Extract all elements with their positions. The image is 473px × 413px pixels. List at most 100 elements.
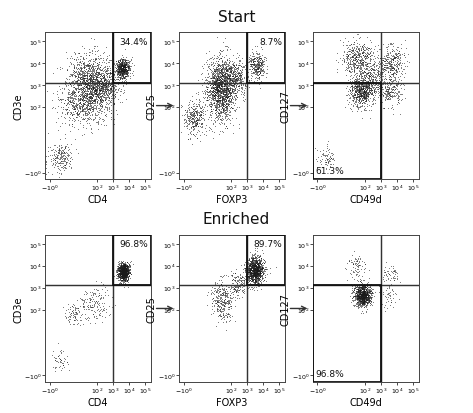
Point [104,73,111,80]
Point [185,109,193,116]
Point [229,86,237,93]
Point [61,106,69,113]
Point [51,142,59,149]
Point [213,103,221,110]
Point [110,96,117,102]
Point [393,95,401,102]
Point [119,57,127,63]
Point [200,90,207,97]
Point [70,96,77,103]
Point [220,89,228,96]
Point [215,82,222,88]
Point [254,266,262,273]
Point [364,44,371,51]
Point [215,82,222,89]
Point [343,260,351,266]
Point [226,292,234,299]
Point [352,290,359,297]
Point [246,260,254,266]
Point [70,57,78,63]
Point [95,82,103,88]
Point [255,268,263,275]
Point [360,301,368,308]
Point [362,95,369,102]
Point [220,306,228,313]
Point [251,266,258,272]
Point [364,294,372,301]
Point [216,51,224,58]
Point [57,145,65,152]
Point [102,81,110,88]
Point [83,95,90,102]
Point [358,292,366,298]
Point [221,78,228,85]
Point [231,76,238,83]
Point [222,69,229,75]
Point [233,286,241,293]
Point [356,100,364,107]
Point [212,86,220,93]
Point [223,78,231,85]
Point [122,262,129,268]
Point [254,280,262,287]
Point [90,97,97,104]
Point [96,84,103,91]
Point [96,72,104,78]
Point [356,63,363,69]
Point [122,265,130,271]
Point [102,71,109,78]
Point [359,289,366,295]
Point [123,274,131,281]
Point [69,122,76,128]
Point [247,278,255,284]
Point [123,274,131,280]
Point [220,71,228,78]
Point [318,151,325,158]
Point [234,69,241,75]
Point [214,74,221,80]
Point [246,260,254,267]
Point [350,66,358,73]
Point [70,90,78,97]
Point [121,269,128,276]
Point [237,281,245,288]
Point [357,79,365,86]
Point [370,59,377,65]
Point [225,81,233,88]
Point [121,271,128,277]
Point [365,290,372,297]
Point [84,63,91,70]
Point [123,263,131,269]
Point [351,72,359,78]
Point [354,64,361,71]
Point [97,87,105,93]
Point [355,287,363,294]
Point [393,47,401,54]
Point [120,271,127,278]
Point [356,92,363,98]
Point [349,87,356,94]
Point [359,297,367,304]
Point [223,95,230,101]
Point [229,96,237,103]
Point [211,97,219,103]
Point [216,75,224,81]
Point [55,144,63,150]
Point [250,269,257,276]
Point [52,355,60,361]
Point [367,294,374,301]
Point [346,64,354,71]
Point [116,271,124,278]
Point [120,270,128,276]
Point [115,267,123,273]
Point [221,62,228,69]
Point [219,301,227,307]
Point [115,64,123,71]
Point [246,62,254,68]
Point [187,114,194,121]
Point [223,312,230,319]
Point [220,87,228,93]
Point [81,111,89,117]
Point [106,70,114,76]
Point [79,107,87,113]
